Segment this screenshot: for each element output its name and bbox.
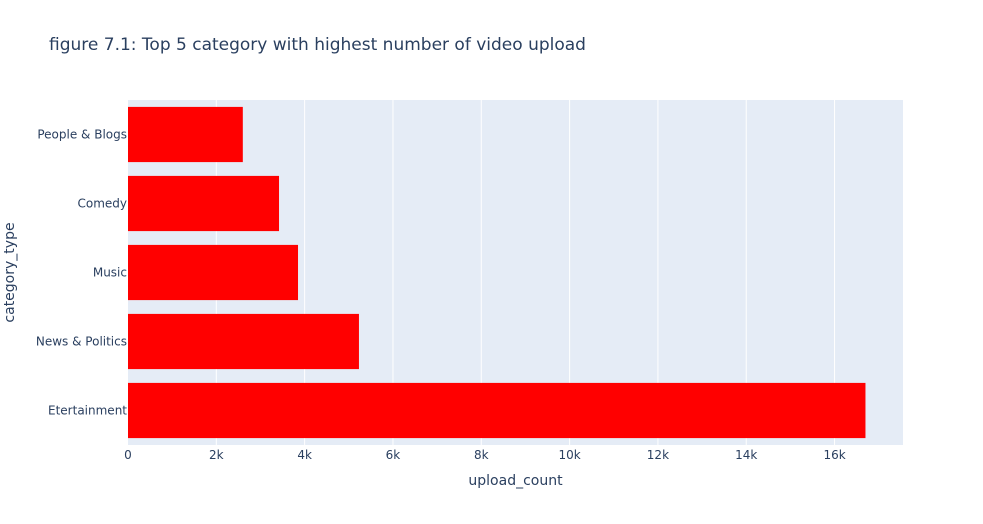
x-tick-label: 6k [386,448,401,462]
bar [128,175,280,232]
x-tick-label: 14k [735,448,757,462]
y-tick-label: Music [93,266,127,280]
x-tick-label: 4k [297,448,312,462]
y-tick-label: News & Politics [36,335,127,349]
x-tick-label: 10k [558,448,580,462]
x-tick-label: 16k [823,448,845,462]
y-axis-ticks: People & Blogs Comedy Music News & Politics… [36,128,127,418]
y-tick-label: Etertainment [48,404,127,418]
x-tick-label: 8k [474,448,489,462]
x-tick-label: 12k [647,448,669,462]
y-tick-label: Comedy [77,197,127,211]
bars [128,106,866,439]
bar [128,313,359,370]
bar [128,382,866,439]
chart-title: figure 7.1: Top 5 category with highest … [49,35,586,55]
y-tick-label: People & Blogs [37,128,127,142]
x-tick-label: 0 [124,448,132,462]
bar [128,106,243,163]
x-tick-label: 2k [209,448,224,462]
y-axis-title: category_type [2,222,18,322]
x-axis-ticks: 0 2k 4k 6k 8k 10k 12k 14k 16k [124,448,846,462]
bar [128,244,299,301]
x-axis-title: upload_count [468,473,563,489]
